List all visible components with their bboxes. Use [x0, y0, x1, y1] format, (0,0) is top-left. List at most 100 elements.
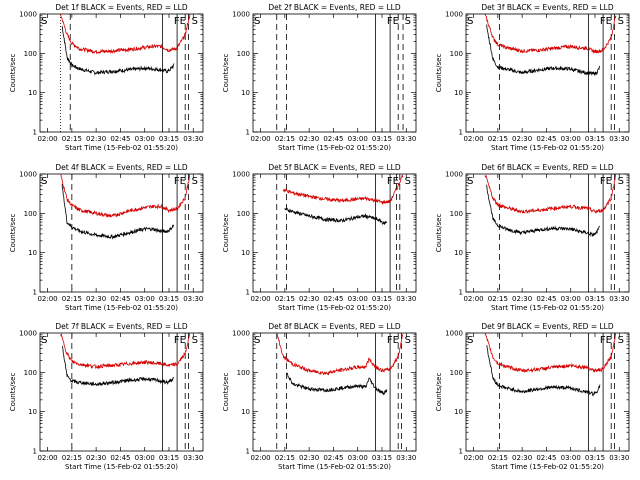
lld-series-line [60, 333, 191, 370]
lld-series-line [484, 14, 617, 54]
y-tick-label: 1 [33, 289, 37, 297]
plot-frame [39, 332, 204, 452]
panel-title: Det 2f BLACK = Events, RED = LLD [268, 3, 401, 12]
x-tick-label: 03:15 [159, 295, 179, 303]
x-tick-label: 03:00 [561, 295, 581, 303]
x-tick-label: 03:00 [135, 295, 155, 303]
x-tick-label: 02:15 [488, 454, 508, 462]
panel-title: Det 4f BLACK = Events, RED = LLD [55, 163, 188, 172]
x-tick-label: 02:30 [86, 135, 106, 143]
y-axis-label: Counts/sec [222, 214, 230, 253]
marker-label: S [618, 16, 624, 27]
y-tick-label: 1000 [19, 330, 37, 338]
x-tick-label: 02:30 [512, 135, 532, 143]
x-tick-label: 02:00 [250, 135, 270, 143]
x-tick-label: 02:30 [512, 295, 532, 303]
x-tick-label: 02:00 [37, 135, 57, 143]
y-tick-label: 10 [28, 408, 37, 416]
marker-label: S [618, 176, 624, 187]
x-tick-label: 02:15 [62, 454, 82, 462]
y-tick-label: 100 [450, 210, 463, 218]
x-axis-label: Start Time (15-Feb-02 01:55:20) [491, 463, 604, 471]
plot-frame [465, 13, 630, 133]
marker-label: S [405, 335, 411, 346]
x-tick-label: 03:00 [135, 135, 155, 143]
y-tick-label: 100 [450, 50, 463, 58]
panel-title: Det 3f BLACK = Events, RED = LLD [481, 3, 614, 12]
x-tick-label: 02:45 [323, 135, 343, 143]
y-tick-label: 1 [33, 129, 37, 137]
panel-title: Det 6f BLACK = Events, RED = LLD [481, 163, 614, 172]
x-tick-label: 02:30 [299, 295, 319, 303]
y-tick-label: 10 [28, 249, 37, 257]
y-tick-label: 1 [459, 448, 463, 456]
panel-title: Det 7f BLACK = Events, RED = LLD [55, 322, 188, 331]
y-axis-label: Counts/sec [222, 373, 230, 412]
x-tick-label: 02:15 [275, 295, 295, 303]
y-tick-label: 10 [454, 89, 463, 97]
marker-label: FE [387, 176, 399, 187]
marker-label: S [467, 176, 473, 187]
y-axis-label: Counts/sec [222, 54, 230, 93]
y-tick-label: 1 [246, 129, 250, 137]
lld-series-line [276, 333, 404, 376]
lld-series-line [60, 14, 191, 55]
x-tick-label: 02:45 [323, 454, 343, 462]
events-series-line [61, 25, 175, 76]
y-tick-label: 10 [28, 89, 37, 97]
y-tick-label: 1 [459, 289, 463, 297]
x-tick-label: 02:00 [463, 135, 483, 143]
x-axis-label: Start Time (15-Feb-02 01:55:20) [278, 144, 391, 152]
panel-2: Det 2f BLACK = Events, RED = LLD 02:00 02:… [222, 3, 417, 152]
y-tick-label: 1000 [19, 171, 37, 179]
x-tick-label: 03:30 [396, 454, 416, 462]
x-tick-label: 03:00 [135, 454, 155, 462]
x-axis-label: Start Time (15-Feb-02 01:55:20) [65, 463, 178, 471]
y-tick-label: 1000 [232, 11, 250, 19]
plot-frame [39, 13, 204, 133]
panel-9: Det 9f BLACK = Events, RED = LLD 02:00 02:… [435, 322, 630, 471]
events-series-line [486, 344, 601, 397]
x-tick-label: 03:00 [348, 295, 368, 303]
marker-label: S [405, 176, 411, 187]
x-tick-label: 03:30 [183, 454, 203, 462]
y-axis-label: Counts/sec [9, 214, 17, 253]
y-tick-label: 1000 [19, 11, 37, 19]
panel-6: Det 6f BLACK = Events, RED = LLD 02:00 02:… [435, 163, 630, 312]
x-tick-label: 03:15 [159, 454, 179, 462]
x-tick-label: 02:00 [250, 295, 270, 303]
x-tick-label: 02:45 [536, 295, 556, 303]
x-tick-label: 02:30 [299, 454, 319, 462]
marker-label: S [192, 176, 198, 187]
y-tick-label: 1 [246, 289, 250, 297]
x-tick-label: 02:45 [536, 454, 556, 462]
events-series-line [284, 207, 388, 225]
y-tick-label: 1 [459, 129, 463, 137]
x-tick-label: 02:30 [86, 454, 106, 462]
panel-3: Det 3f BLACK = Events, RED = LLD 02:00 02:… [435, 3, 630, 152]
y-tick-label: 100 [237, 369, 250, 377]
x-tick-label: 03:15 [585, 454, 605, 462]
x-tick-label: 03:30 [396, 135, 416, 143]
marker-label: FE [387, 16, 399, 27]
x-tick-label: 03:00 [561, 135, 581, 143]
x-tick-label: 03:00 [348, 454, 368, 462]
events-series-line [286, 372, 388, 396]
x-axis-label: Start Time (15-Feb-02 01:55:20) [65, 144, 178, 152]
y-tick-label: 100 [24, 210, 37, 218]
plot-frame [465, 332, 630, 452]
marker-label: S [41, 16, 47, 27]
marker-label: FE [174, 16, 186, 27]
panel-title: Det 9f BLACK = Events, RED = LLD [481, 322, 614, 331]
x-axis-label: Start Time (15-Feb-02 01:55:20) [278, 463, 391, 471]
marker-label: S [192, 335, 198, 346]
y-tick-label: 100 [24, 50, 37, 58]
x-tick-label: 02:15 [62, 295, 82, 303]
x-tick-label: 02:15 [488, 135, 508, 143]
marker-label: S [41, 176, 47, 187]
marker-label: S [41, 335, 47, 346]
x-tick-label: 03:15 [372, 454, 392, 462]
lld-series-line [60, 174, 191, 218]
lld-series-line [282, 174, 404, 205]
